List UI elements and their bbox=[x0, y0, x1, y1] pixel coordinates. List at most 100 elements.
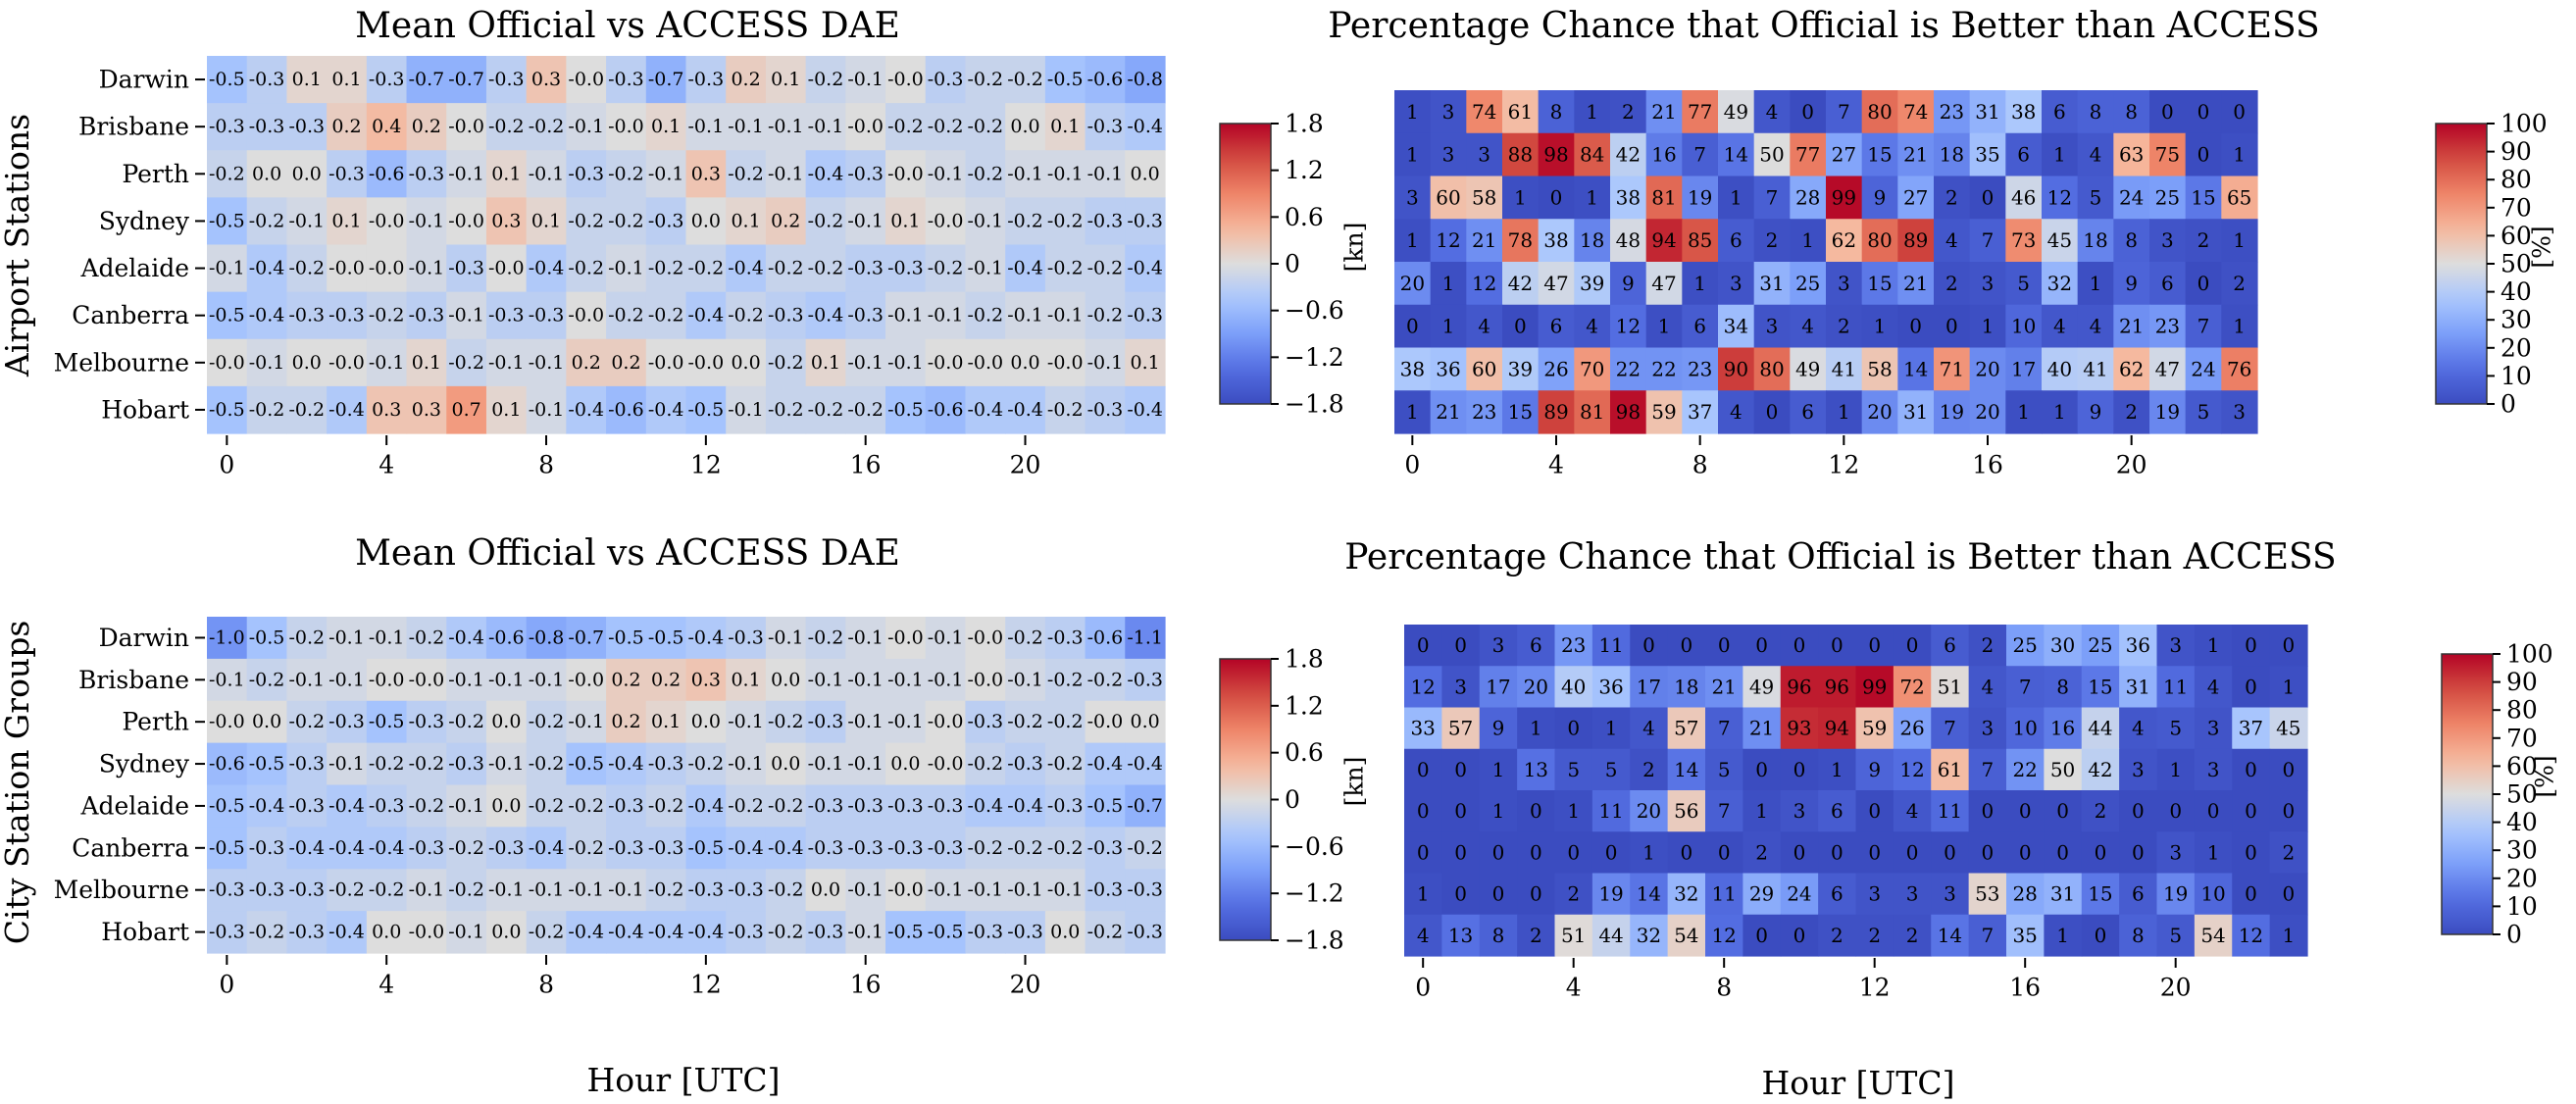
cell-value-label: 0.4 bbox=[372, 116, 401, 137]
heatmap-cell bbox=[885, 658, 927, 702]
heatmap-cell bbox=[207, 385, 248, 434]
heatmap-cell bbox=[2044, 707, 2083, 750]
cell-value-label: 4 bbox=[1478, 315, 1490, 338]
cell-value-label: -0.4 bbox=[768, 837, 804, 859]
heatmap-cell bbox=[446, 103, 487, 151]
heatmap-cell bbox=[1968, 790, 2007, 832]
heatmap-cell bbox=[566, 827, 607, 870]
cell-value-label: -0.3 bbox=[1087, 399, 1124, 421]
cell-value-label: 3 bbox=[1492, 633, 1505, 657]
cell-value-label: -0.4 bbox=[529, 258, 565, 279]
cell-value-label: -0.0 bbox=[688, 352, 725, 374]
cell-value-label: 0.1 bbox=[412, 352, 441, 374]
cell-value-label: -0.2 bbox=[808, 399, 844, 421]
heatmap-cell bbox=[1502, 347, 1540, 391]
cell-value-label: 46 bbox=[2011, 185, 2036, 209]
cell-value-label: -0.1 bbox=[249, 352, 285, 374]
heatmap-cell bbox=[286, 742, 328, 786]
heatmap-cell bbox=[2119, 625, 2158, 667]
heatmap-cell bbox=[1005, 56, 1046, 104]
cell-value-label: 96 bbox=[1825, 675, 1849, 698]
cell-value-label: 1 bbox=[2207, 633, 2220, 657]
cell-value-label: 2 bbox=[1766, 228, 1779, 252]
heatmap-cell bbox=[1085, 827, 1126, 870]
cell-value-label: 24 bbox=[2191, 357, 2215, 380]
heatmap-cell bbox=[2119, 873, 2158, 916]
cell-value-label: 0 bbox=[2169, 799, 2182, 823]
cell-value-label: 99 bbox=[1832, 185, 1856, 209]
cell-value-label: 12 bbox=[1616, 315, 1641, 338]
cell-value-label: -0.3 bbox=[847, 795, 884, 817]
cell-value-label: -0.0 bbox=[488, 258, 525, 279]
cell-value-label: -0.3 bbox=[1127, 669, 1163, 690]
cell-value-label: 1 bbox=[1406, 228, 1419, 252]
cell-value-label: 62 bbox=[1832, 228, 1856, 252]
heatmap-cell bbox=[446, 385, 487, 434]
heatmap-cell bbox=[1085, 617, 1126, 660]
heatmap-cell bbox=[965, 291, 1006, 340]
cell-value-label: -0.3 bbox=[249, 837, 285, 859]
y-tick-label: Perth bbox=[122, 160, 189, 188]
heatmap-cell bbox=[1441, 914, 1481, 957]
heatmap-cell bbox=[485, 869, 528, 912]
cell-value-label: 0 bbox=[1454, 633, 1467, 657]
cell-value-label: 17 bbox=[2011, 357, 2036, 380]
heatmap-cell bbox=[2005, 347, 2043, 391]
cell-value-label: 0 bbox=[1981, 799, 1994, 823]
x-tick-label: 20 bbox=[1010, 451, 1041, 479]
heatmap-cell bbox=[2044, 625, 2083, 667]
heatmap-cell bbox=[606, 617, 647, 660]
cell-value-label: -0.2 bbox=[928, 258, 964, 279]
colorbar-tick-label: 0.6 bbox=[1285, 203, 1324, 231]
heatmap-cell bbox=[1969, 304, 2006, 349]
heatmap-cell bbox=[566, 150, 607, 198]
heatmap-cell bbox=[1125, 617, 1166, 660]
cell-value-label: -0.2 bbox=[529, 116, 565, 137]
cell-value-label: 0 bbox=[2132, 799, 2145, 823]
x-tick-label: 4 bbox=[1548, 451, 1564, 479]
heatmap-cell bbox=[1780, 666, 1819, 709]
heatmap-cell bbox=[2113, 176, 2150, 220]
heatmap-cell bbox=[1404, 625, 1442, 667]
cell-value-label: -0.4 bbox=[648, 922, 684, 943]
heatmap-cell bbox=[566, 911, 607, 954]
cell-value-label: 16 bbox=[1651, 143, 1676, 167]
heatmap-cell bbox=[726, 617, 767, 660]
row-label-city: City Station Groups bbox=[0, 621, 36, 944]
heatmap-cell bbox=[2156, 831, 2196, 875]
cell-value-label: -0.5 bbox=[369, 711, 405, 732]
cell-value-label: -0.2 bbox=[808, 258, 844, 279]
x-axis-label: Hour [UTC] bbox=[587, 1061, 781, 1099]
heatmap-cell bbox=[1893, 873, 1932, 916]
cell-value-label: -0.1 bbox=[808, 669, 844, 690]
cell-value-label: 10 bbox=[2012, 717, 2037, 740]
cell-value-label: -0.1 bbox=[448, 795, 484, 817]
heatmap-cell bbox=[1502, 132, 1540, 177]
cell-value-label: -0.3 bbox=[409, 837, 445, 859]
heatmap-cell bbox=[1934, 132, 1971, 177]
cell-value-label: 27 bbox=[1832, 143, 1856, 167]
cell-value-label: -0.4 bbox=[967, 399, 1003, 421]
heatmap-cell bbox=[1610, 132, 1647, 177]
cell-value-label: -0.4 bbox=[328, 922, 365, 943]
cell-value-label: 36 bbox=[1598, 675, 1623, 698]
cell-value-label: 19 bbox=[2163, 882, 2188, 906]
colorbar-tick-label: −1.2 bbox=[1285, 879, 1344, 908]
cell-value-label: -0.2 bbox=[249, 922, 285, 943]
cell-value-label: 0 bbox=[1909, 315, 1922, 338]
heatmap-cell bbox=[1969, 390, 2006, 434]
heatmap-cell bbox=[366, 385, 408, 434]
cell-value-label: -0.1 bbox=[328, 627, 365, 648]
heatmap-cell bbox=[2156, 748, 2196, 791]
cell-value-label: -0.3 bbox=[1087, 879, 1124, 901]
cell-value-label: 4 bbox=[2053, 315, 2066, 338]
cell-value-label: -0.3 bbox=[608, 837, 644, 859]
heatmap-cell bbox=[1705, 831, 1743, 875]
heatmap-cell bbox=[1085, 291, 1126, 340]
heatmap-cell bbox=[1404, 748, 1442, 791]
cell-value-label: 78 bbox=[1508, 228, 1533, 252]
heatmap-cell bbox=[685, 385, 727, 434]
cell-value-label: 6 bbox=[2017, 143, 2030, 167]
heatmap-cell bbox=[1743, 831, 1782, 875]
cell-value-label: -0.1 bbox=[728, 116, 764, 137]
